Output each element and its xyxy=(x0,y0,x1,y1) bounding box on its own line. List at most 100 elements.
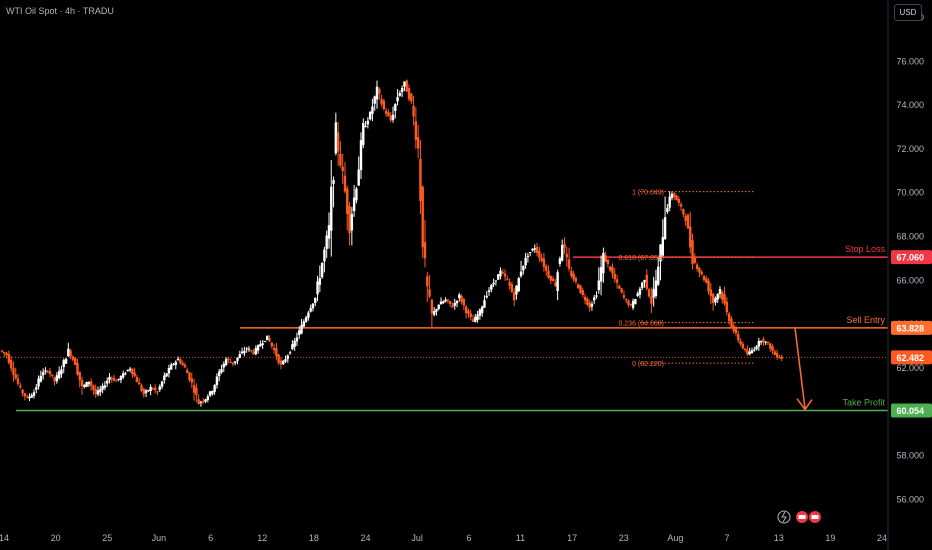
candle-body[interactable] xyxy=(478,309,482,316)
candle-body[interactable] xyxy=(403,81,406,87)
candle-body[interactable] xyxy=(348,206,351,234)
candle-body[interactable] xyxy=(604,255,607,262)
candle-body[interactable] xyxy=(659,244,662,262)
candle-body[interactable] xyxy=(105,380,109,384)
candle-body[interactable] xyxy=(108,376,111,381)
candle-body[interactable] xyxy=(229,361,232,363)
candle-body[interactable] xyxy=(570,271,573,277)
candle-body[interactable] xyxy=(153,387,157,391)
candle-body[interactable] xyxy=(394,104,397,111)
candle-body[interactable] xyxy=(9,359,13,369)
candle-body[interactable] xyxy=(282,360,285,365)
candle-body[interactable] xyxy=(128,368,132,371)
candle-body[interactable] xyxy=(32,392,36,396)
candle-body[interactable] xyxy=(334,122,338,154)
candle-body[interactable] xyxy=(92,385,95,391)
candle-body[interactable] xyxy=(3,352,6,354)
candle-body[interactable] xyxy=(352,197,356,212)
candle-body[interactable] xyxy=(316,281,319,295)
candle-body[interactable] xyxy=(725,301,729,313)
candle-body[interactable] xyxy=(147,390,150,392)
candle-body[interactable] xyxy=(693,257,697,263)
candle-body[interactable] xyxy=(686,214,690,229)
time-axis[interactable]: 14 20 25 Jun 6 12 18 24 Jul 6 11 17 23 Aug 7 13 19 24 xyxy=(0,533,887,543)
candle-body[interactable] xyxy=(437,304,440,309)
candle-body[interactable] xyxy=(151,388,155,390)
candle-body[interactable] xyxy=(519,271,523,277)
candle-body[interactable] xyxy=(131,368,134,375)
candle-body[interactable] xyxy=(675,195,678,201)
candle-body[interactable] xyxy=(430,299,434,314)
candle-body[interactable] xyxy=(73,358,77,365)
candle-body[interactable] xyxy=(309,308,312,312)
price-axis[interactable]: 56.00058.00060.00062.00064.00066.00068.0… xyxy=(887,0,932,550)
candle-body[interactable] xyxy=(615,279,619,283)
candle-body[interactable] xyxy=(346,188,349,214)
candle-body[interactable] xyxy=(544,266,548,271)
candle-body[interactable] xyxy=(259,344,262,347)
candle-body[interactable] xyxy=(380,99,383,104)
candle-body[interactable] xyxy=(245,348,248,350)
candle-body[interactable] xyxy=(535,246,539,253)
candle-body[interactable] xyxy=(362,123,365,145)
candle-body[interactable] xyxy=(387,112,390,117)
candle-body[interactable] xyxy=(558,258,562,264)
candle-body[interactable] xyxy=(538,250,541,258)
candle-body[interactable] xyxy=(350,214,354,231)
candle-body[interactable] xyxy=(355,188,358,201)
candle-body[interactable] xyxy=(336,132,340,152)
candle-body[interactable] xyxy=(469,313,472,318)
candle-body[interactable] xyxy=(62,360,65,368)
candle-body[interactable] xyxy=(748,351,751,355)
candle-body[interactable] xyxy=(99,389,102,393)
candle-body[interactable] xyxy=(512,292,516,301)
candle-body[interactable] xyxy=(163,375,166,381)
candle-body[interactable] xyxy=(737,334,740,341)
candle-body[interactable] xyxy=(16,378,20,384)
candle-body[interactable] xyxy=(496,274,500,280)
candle-body[interactable] xyxy=(554,282,557,286)
candle-body[interactable] xyxy=(247,348,251,350)
candle-body[interactable] xyxy=(149,386,152,392)
candle-body[interactable] xyxy=(298,330,301,336)
candle-body[interactable] xyxy=(190,378,193,383)
candle-body[interactable] xyxy=(773,351,777,355)
candle-body[interactable] xyxy=(165,373,168,377)
candle-body[interactable] xyxy=(170,364,173,370)
candle-body[interactable] xyxy=(250,350,253,352)
candle-body[interactable] xyxy=(57,371,61,379)
candle-body[interactable] xyxy=(732,325,735,332)
candle-body[interactable] xyxy=(508,282,511,286)
candle-body[interactable] xyxy=(243,350,246,354)
candle-body[interactable] xyxy=(202,401,205,403)
candle-body[interactable] xyxy=(421,186,424,248)
candle-body[interactable] xyxy=(284,359,287,362)
candle-body[interactable] xyxy=(682,209,685,215)
candle-body[interactable] xyxy=(101,386,104,390)
candle-body[interactable] xyxy=(531,248,534,251)
candle-body[interactable] xyxy=(85,382,88,387)
candle-body[interactable] xyxy=(572,273,575,280)
candle-body[interactable] xyxy=(60,369,63,375)
candle-body[interactable] xyxy=(195,387,198,395)
candle-body[interactable] xyxy=(654,280,658,296)
candle-body[interactable] xyxy=(400,87,404,93)
candle-body[interactable] xyxy=(650,296,653,304)
candle-body[interactable] xyxy=(677,198,681,204)
candle-body[interactable] xyxy=(446,299,450,301)
candle-body[interactable] xyxy=(727,313,731,322)
candle-body[interactable] xyxy=(428,289,431,297)
candle-body[interactable] xyxy=(709,289,713,297)
candle-body[interactable] xyxy=(453,302,456,306)
candle-body[interactable] xyxy=(181,362,184,365)
candle-body[interactable] xyxy=(609,266,612,271)
candle-body[interactable] xyxy=(668,196,671,208)
candle-body[interactable] xyxy=(750,350,754,354)
candle-body[interactable] xyxy=(670,193,674,198)
candle-body[interactable] xyxy=(542,258,546,268)
candle-body[interactable] xyxy=(172,364,175,366)
candle-body[interactable] xyxy=(590,303,594,307)
candle-body[interactable] xyxy=(503,273,507,277)
candle-body[interactable] xyxy=(442,301,445,304)
candle-body[interactable] xyxy=(586,298,589,305)
